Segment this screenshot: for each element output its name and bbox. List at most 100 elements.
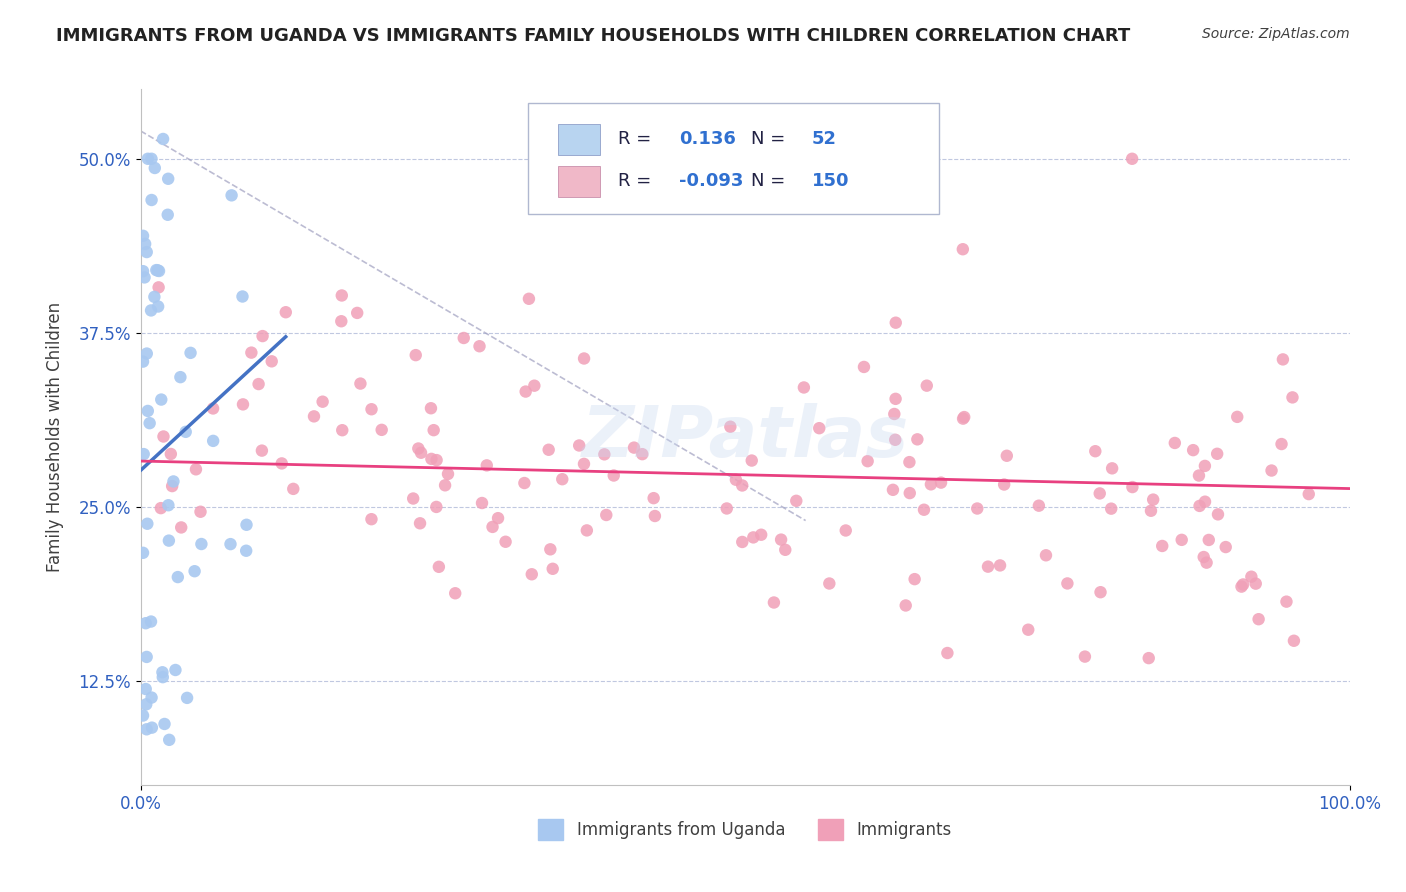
Immigrants xyxy=(724,473,747,487)
Text: N =: N = xyxy=(751,130,792,148)
Immigrants xyxy=(1035,549,1057,563)
Immigrants xyxy=(716,501,738,516)
Immigrants from Uganda xyxy=(132,546,155,560)
Immigrants xyxy=(250,443,273,458)
Immigrants from Uganda xyxy=(169,370,191,384)
Immigrants xyxy=(481,520,503,534)
Immigrants xyxy=(936,646,959,660)
Immigrants from Uganda xyxy=(156,208,179,222)
Immigrants xyxy=(884,433,907,447)
Immigrants xyxy=(523,378,546,392)
Immigrants from Uganda xyxy=(143,290,166,304)
Immigrants xyxy=(1194,458,1216,473)
Immigrants from Uganda xyxy=(153,717,176,731)
Immigrants xyxy=(775,542,797,557)
Immigrants xyxy=(475,458,498,473)
Immigrants xyxy=(856,454,879,468)
Immigrants xyxy=(966,501,988,516)
Immigrants xyxy=(1192,549,1215,564)
Immigrants xyxy=(1188,468,1211,483)
Immigrants xyxy=(898,486,921,500)
Immigrants xyxy=(537,442,560,457)
Immigrants xyxy=(270,457,292,471)
Immigrants xyxy=(785,493,807,508)
Immigrants from Uganda xyxy=(132,264,155,278)
Immigrants xyxy=(274,305,297,319)
Immigrants xyxy=(905,433,928,447)
Immigrants xyxy=(575,524,598,538)
Immigrants from Uganda xyxy=(139,615,162,629)
Immigrants from Uganda xyxy=(221,188,243,202)
Immigrants from Uganda xyxy=(135,346,157,360)
Immigrants xyxy=(349,376,371,391)
Immigrants xyxy=(409,516,432,531)
Text: ZIPatlas: ZIPatlas xyxy=(582,402,908,472)
Immigrants from Uganda xyxy=(132,354,155,368)
Immigrants from Uganda xyxy=(219,537,242,551)
Immigrants xyxy=(793,380,815,394)
Immigrants xyxy=(603,468,626,483)
Immigrants from Uganda xyxy=(139,303,162,318)
Text: IMMIGRANTS FROM UGANDA VS IMMIGRANTS FAMILY HOUSEHOLDS WITH CHILDREN CORRELATION: IMMIGRANTS FROM UGANDA VS IMMIGRANTS FAM… xyxy=(56,27,1130,45)
FancyBboxPatch shape xyxy=(527,103,939,214)
Immigrants xyxy=(468,339,491,353)
Immigrants xyxy=(1240,570,1263,584)
Immigrants from Uganda xyxy=(135,723,157,737)
Immigrants from Uganda xyxy=(148,264,170,278)
Immigrants from Uganda xyxy=(176,690,198,705)
Immigrants xyxy=(1170,533,1192,547)
Immigrants xyxy=(148,280,170,294)
Immigrants xyxy=(995,449,1018,463)
Immigrants from Uganda xyxy=(157,171,180,186)
Immigrants xyxy=(240,345,263,359)
Immigrants xyxy=(149,501,172,516)
Immigrants xyxy=(1226,409,1249,424)
Immigrants xyxy=(718,419,741,434)
Immigrants xyxy=(1164,436,1187,450)
Immigrants xyxy=(541,562,564,576)
Immigrants from Uganda xyxy=(190,537,212,551)
Legend: Immigrants from Uganda, Immigrants: Immigrants from Uganda, Immigrants xyxy=(531,813,959,847)
Immigrants xyxy=(572,457,595,471)
Immigrants xyxy=(749,527,772,541)
Immigrants from Uganda xyxy=(141,721,163,735)
Immigrants xyxy=(952,411,974,425)
Immigrants xyxy=(408,442,430,456)
Immigrants xyxy=(731,478,754,492)
Bar xyxy=(558,166,600,197)
Immigrants from Uganda xyxy=(174,425,197,439)
Immigrants xyxy=(852,359,875,374)
Immigrants xyxy=(538,542,561,557)
Immigrants xyxy=(1244,576,1267,591)
Immigrants xyxy=(160,479,183,493)
Immigrants xyxy=(1270,437,1292,451)
Immigrants xyxy=(330,288,353,302)
Immigrants from Uganda xyxy=(235,517,257,532)
Immigrants xyxy=(742,530,765,544)
Immigrants from Uganda xyxy=(132,228,155,243)
Immigrants xyxy=(920,477,942,491)
Immigrants xyxy=(572,351,595,366)
Immigrants xyxy=(643,491,665,505)
Immigrants xyxy=(623,441,645,455)
Immigrants from Uganda xyxy=(141,193,163,207)
Immigrants xyxy=(835,524,858,538)
Immigrants xyxy=(993,477,1015,491)
Immigrants xyxy=(420,401,443,416)
Immigrants from Uganda xyxy=(143,161,166,175)
Immigrants xyxy=(1194,494,1216,508)
Immigrants xyxy=(360,402,382,417)
Immigrants xyxy=(977,559,1000,574)
Immigrants xyxy=(1121,480,1143,494)
Immigrants xyxy=(568,438,591,452)
Immigrants xyxy=(425,500,447,514)
Immigrants from Uganda xyxy=(146,263,169,277)
Immigrants xyxy=(1088,486,1111,500)
Text: 150: 150 xyxy=(811,172,849,190)
Immigrants from Uganda xyxy=(135,698,157,712)
Immigrants xyxy=(1084,444,1107,458)
Immigrants xyxy=(311,394,333,409)
Immigrants from Uganda xyxy=(132,447,155,461)
Immigrants from Uganda xyxy=(180,346,202,360)
Immigrants xyxy=(283,482,305,496)
